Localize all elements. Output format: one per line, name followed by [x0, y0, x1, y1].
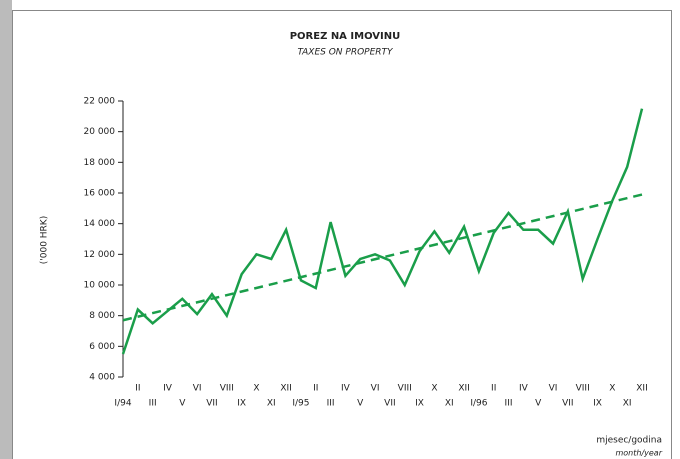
x-tick-label: III: [149, 399, 157, 409]
y-tick-label: 6 000: [89, 342, 115, 352]
x-tick-label: IV: [519, 384, 529, 394]
x-tick-label: VI: [371, 384, 380, 394]
y-tick-label: 14 000: [84, 219, 116, 229]
y-tick-label: 16 000: [84, 189, 116, 199]
x-tick-label: II: [491, 384, 496, 394]
x-tick-label: III: [505, 399, 513, 409]
x-tick-label: IX: [415, 399, 424, 409]
y-tick-label: 20 000: [84, 127, 116, 137]
y-tick-label: 18 000: [84, 158, 116, 168]
x-tick-label: X: [253, 384, 259, 394]
chart-subtitle: TAXES ON PROPERTY: [297, 48, 394, 58]
x-tick-label: II: [313, 384, 318, 394]
x-tick-label: VII: [206, 399, 217, 409]
chart-title: POREZ NA IMOVINU: [290, 31, 401, 42]
x-axis-label: mjesec/godina: [596, 436, 662, 446]
x-tick-label: X: [431, 384, 437, 394]
x-tick-label: XII: [280, 384, 291, 394]
x-tick-label: VIII: [220, 384, 234, 394]
side-strip: [0, 0, 12, 459]
x-tick-label: I/95: [292, 399, 309, 409]
x-tick-label: IV: [163, 384, 173, 394]
x-axis-label-en: month/year: [615, 449, 662, 458]
x-tick-label: VI: [549, 384, 558, 394]
x-tick-label: V: [357, 399, 364, 409]
y-tick-label: 4 000: [89, 373, 115, 383]
x-tick-label: XII: [458, 384, 469, 394]
x-tick-label: IV: [341, 384, 351, 394]
y-tick-label: 8 000: [89, 311, 115, 321]
x-tick-label: XII: [636, 384, 647, 394]
y-tick-label: 22 000: [84, 97, 116, 107]
x-tick-label: XI: [267, 399, 276, 409]
x-tick-label: XI: [623, 399, 632, 409]
frame: [12, 10, 672, 459]
x-tick-label: VI: [193, 384, 202, 394]
x-tick-label: IX: [237, 399, 246, 409]
y-axis-label: ('000 HRK): [40, 216, 50, 264]
y-tick-label: 10 000: [84, 281, 116, 291]
x-tick-label: I/96: [470, 399, 487, 409]
y-tick-label: 12 000: [84, 250, 116, 260]
x-tick-label: VII: [562, 399, 573, 409]
x-tick-label: V: [535, 399, 542, 409]
x-tick-label: X: [609, 384, 615, 394]
data-line: [121, 108, 644, 355]
x-tick-label: V: [179, 399, 186, 409]
x-tick-label: IX: [593, 399, 602, 409]
x-tick-label: VII: [384, 399, 395, 409]
x-tick-label: VIII: [576, 384, 590, 394]
x-tick-label: VIII: [398, 384, 412, 394]
x-tick-label: III: [327, 399, 335, 409]
x-tick-label: I/94: [114, 399, 131, 409]
x-tick-label: II: [135, 384, 140, 394]
x-tick-label: XI: [445, 399, 454, 409]
